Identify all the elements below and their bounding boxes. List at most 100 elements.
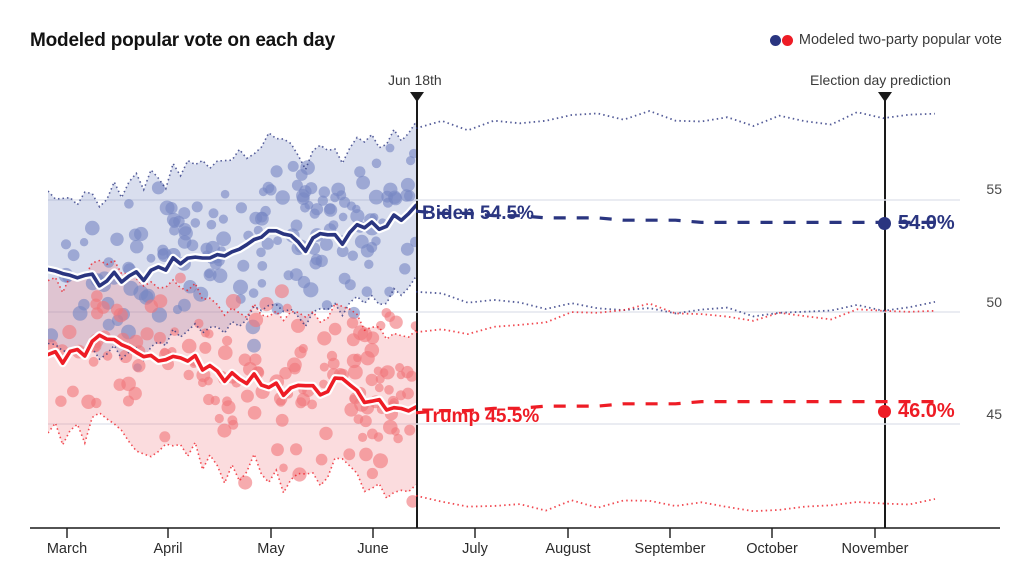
biden-poll-dot [270,165,283,178]
trump-poll-dot [214,413,224,424]
biden-poll-dot [110,232,124,246]
trump-poll-dot [344,402,359,417]
biden-poll-dot [384,286,395,297]
trump-poll-dot [217,423,232,438]
biden-poll-dot [237,259,250,272]
biden-inline-label: Biden 54.5% [422,203,534,224]
trump-poll-dot [383,419,398,435]
trump-poll-dot [319,362,329,372]
biden-poll-dot [103,257,115,268]
trump-poll-dot [181,338,197,354]
biden-poll-dot [315,254,328,268]
biden-poll-dot [204,269,214,279]
trump-forecast-upper-bound [416,302,936,336]
biden-poll-dot [128,228,142,242]
trump-poll-dot [296,393,311,407]
biden-poll-dot [178,207,191,220]
trump-poll-dot [121,376,136,392]
biden-poll-dot [79,238,89,247]
trump-poll-dot [348,364,363,380]
biden-poll-dot [406,156,416,166]
biden-poll-dot [300,160,315,175]
biden-poll-dot [366,241,378,253]
biden-poll-dot [257,261,268,271]
trump-poll-dot [380,365,395,380]
trump-poll-dot [328,322,342,336]
trump-poll-dot [222,396,232,407]
trump-poll-dot [406,370,416,382]
biden-poll-dot [338,212,348,222]
biden-poll-dot [218,214,228,224]
biden-poll-dot [356,175,370,190]
trump-poll-dot [396,370,406,380]
biden-poll-dot [371,158,382,169]
trump-election-dot-icon [878,405,891,418]
trump-poll-dot [353,325,369,341]
biden-poll-dot [400,189,413,202]
trump-poll-dot [282,303,292,313]
biden-poll-dot [151,181,165,195]
biden-poll-dot [323,203,338,217]
trend-lines [48,201,935,415]
trump-poll-dot [317,331,332,346]
biden-poll-dot [283,270,294,281]
biden-poll-dot [385,143,395,153]
biden-poll-dot [336,245,349,258]
trump-poll-dot [346,353,362,369]
biden-poll-dot [364,259,374,269]
biden-poll-dot [310,203,324,216]
biden-poll-dot [247,338,261,353]
biden-poll-dot [261,237,274,250]
trump-poll-dot [279,367,292,380]
biden-poll-dot [354,166,366,178]
biden-poll-dot [178,223,192,236]
biden-poll-dot [260,205,271,217]
trump-poll-dot [225,294,241,310]
biden-poll-dot [303,282,319,298]
trump-poll-dot [393,433,403,444]
biden-poll-dot [321,300,332,311]
trump-poll-dot [373,432,384,442]
biden-poll-dot [287,160,299,172]
legend-label: Modeled two-party popular vote [798,32,1002,48]
biden-poll-dot [190,218,201,228]
biden-poll-dot [159,200,175,216]
biden-poll-dot [296,188,310,203]
x-tick-label-june: June [357,541,389,557]
trump-poll-dot [275,413,289,427]
trump-poll-dot [55,395,67,407]
x-tick-label-november: November [841,541,909,557]
biden-poll-dot [102,318,115,331]
biden-poll-dot [48,328,59,343]
page-title: Modeled popular vote on each day [30,30,336,51]
biden-poll-dot [348,306,360,319]
trump-poll-dot [298,343,308,354]
biden-poll-dot [256,247,266,258]
trump-poll-dot [132,359,146,373]
biden-forecast-lower-bound [416,290,936,318]
biden-poll-dot [85,220,100,236]
trump-poll-dot [279,463,288,473]
biden-poll-dot [320,237,333,251]
trump-trend-line [48,333,416,413]
trump-poll-dot [91,290,103,302]
trump-poll-dot [247,406,262,420]
election-annotation: Election day prediction [810,72,951,88]
today-marker-icon [410,92,424,102]
trump-poll-dot [319,426,333,441]
x-tick-label-october: October [746,541,798,557]
trump-poll-dot [395,363,405,372]
trump-poll-dot [326,350,338,362]
biden-poll-dot [78,298,90,311]
trump-poll-dot [88,356,99,367]
trump-poll-dot [359,447,373,462]
biden-poll-dot [212,268,228,284]
trump-poll-dot [153,331,166,345]
trump-poll-dot [384,311,396,323]
trump-poll-dot [199,341,212,354]
trump-poll-dot [274,284,289,299]
today-divider-line [416,98,418,528]
biden-poll-dot [169,225,180,236]
biden-trend-line [48,203,416,288]
